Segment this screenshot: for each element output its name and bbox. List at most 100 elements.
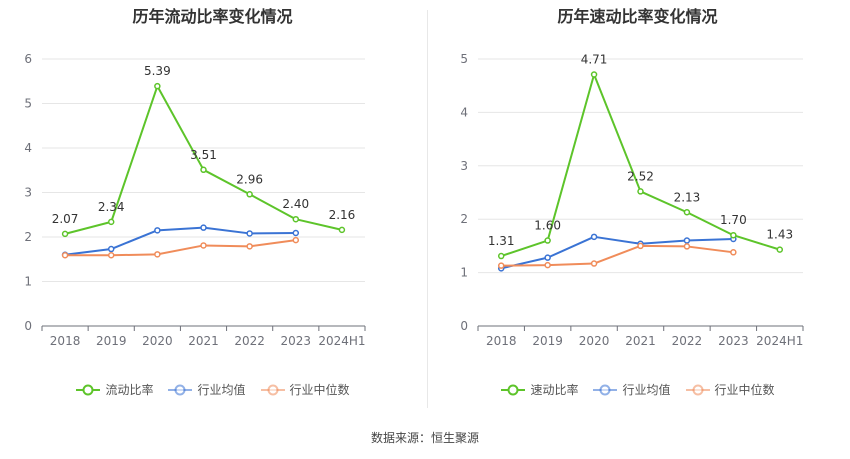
- legend-item[interactable]: 行业中位数: [685, 381, 775, 398]
- data-label: 2.34: [98, 200, 125, 214]
- line-chart: 0 1 2 3 4 5 6 2018 2019 2020 2021 2022 2023 2024H1 2.0…: [24, 52, 365, 348]
- y-tick-label: 3: [24, 186, 32, 200]
- x-tick-label: 2019: [96, 334, 127, 348]
- data-point[interactable]: [61, 230, 69, 238]
- y-tick-label: 6: [24, 52, 32, 66]
- data-point[interactable]: [107, 251, 115, 259]
- series-line-2: [65, 239, 296, 257]
- y-tick-label: 1: [24, 275, 32, 289]
- data-point[interactable]: [200, 166, 207, 174]
- legend-item[interactable]: 行业均值: [167, 381, 246, 398]
- data-label: 1.70: [720, 213, 747, 227]
- x-tick-label: 2023: [718, 334, 749, 348]
- data-point[interactable]: [154, 82, 161, 90]
- x-tick-label: 2019: [532, 334, 563, 348]
- y-tick-label: 1: [460, 266, 468, 280]
- data-point[interactable]: [637, 188, 644, 195]
- legend-label: 行业中位数: [714, 383, 775, 397]
- legend-label: 行业均值: [622, 383, 671, 397]
- data-label: 1.43: [766, 228, 793, 242]
- legend: 流动比率 行业均值 行业中位数: [0, 381, 425, 398]
- data-point[interactable]: [200, 224, 207, 231]
- y-tick-label: 2: [24, 230, 32, 244]
- data-point[interactable]: [246, 243, 253, 250]
- series-line-1: [500, 235, 734, 270]
- data-point[interactable]: [544, 254, 551, 261]
- data-point[interactable]: [61, 251, 69, 259]
- data-point[interactable]: [338, 226, 346, 234]
- legend-item[interactable]: 行业均值: [592, 381, 671, 398]
- legend-item[interactable]: 行业中位数: [260, 381, 350, 398]
- y-tick-label: 0: [24, 319, 32, 333]
- data-label: 5.39: [144, 64, 171, 78]
- data-label: 2.40: [282, 197, 309, 211]
- data-point[interactable]: [154, 251, 161, 258]
- legend-label: 行业均值: [197, 383, 246, 397]
- data-point[interactable]: [497, 252, 505, 260]
- series-line-2: [501, 244, 734, 267]
- data-point[interactable]: [497, 262, 505, 269]
- data-point[interactable]: [292, 236, 300, 244]
- data-point[interactable]: [107, 245, 115, 253]
- data-point[interactable]: [544, 261, 551, 269]
- data-point[interactable]: [683, 209, 691, 216]
- chart-panel-current-ratio: 历年流动比率变化情况 0 1 2 3 4 5 6 2018 2019 2020 2021 2022 20…: [0, 0, 425, 410]
- legend: 速动比率 行业均值 行业中位数: [425, 381, 850, 398]
- data-point[interactable]: [730, 231, 737, 239]
- data-point[interactable]: [590, 71, 598, 78]
- legend-item[interactable]: 速动比率: [500, 381, 578, 398]
- legend-line-icon: [685, 384, 710, 395]
- y-tick-label: 2: [460, 212, 468, 226]
- y-tick-label: 5: [24, 97, 32, 111]
- data-point[interactable]: [590, 233, 598, 241]
- legend-line-icon: [168, 384, 193, 395]
- data-point[interactable]: [683, 243, 691, 250]
- data-label: 1.60: [534, 219, 561, 233]
- y-tick-label: 3: [460, 159, 468, 173]
- chart-title: 历年速动比率变化情况: [557, 7, 718, 26]
- data-point[interactable]: [292, 215, 300, 223]
- chart-title: 历年流动比率变化情况: [132, 7, 293, 26]
- data-point[interactable]: [544, 237, 551, 244]
- data-point[interactable]: [637, 242, 644, 250]
- data-point[interactable]: [590, 260, 598, 267]
- x-tick-label: 2021: [188, 334, 219, 348]
- data-point[interactable]: [200, 242, 207, 249]
- legend-line-icon: [76, 384, 101, 395]
- legend-line-icon: [593, 384, 618, 395]
- y-tick-label: 5: [460, 52, 468, 66]
- data-label: 2.96: [236, 172, 263, 186]
- chart-panel-quick-ratio: 历年速动比率变化情况 0 1 2 3 4 5 2018 2019 2020 2021 2022 202…: [425, 0, 850, 410]
- data-label: 3.51: [190, 148, 217, 162]
- legend-label: 速动比率: [530, 383, 579, 397]
- data-point[interactable]: [154, 227, 161, 234]
- y-tick-label: 0: [460, 319, 468, 333]
- x-tick-label: 2023: [281, 334, 312, 348]
- x-tick-label: 2024H1: [756, 334, 803, 348]
- panel-divider: [427, 10, 428, 408]
- data-point[interactable]: [730, 249, 737, 256]
- x-tick-label: 2020: [579, 334, 610, 348]
- data-label: 2.13: [674, 190, 701, 204]
- data-label: 1.31: [488, 234, 515, 248]
- x-tick-label: 2022: [234, 334, 265, 348]
- data-label: 2.16: [329, 208, 356, 222]
- data-point[interactable]: [776, 246, 784, 253]
- data-label: 2.52: [627, 169, 654, 183]
- data-label: 4.71: [581, 52, 608, 66]
- y-tick-label: 4: [24, 141, 32, 155]
- series-line-1: [64, 226, 296, 256]
- x-tick-label: 2018: [486, 334, 517, 348]
- y-tick-label: 4: [460, 105, 468, 119]
- data-point[interactable]: [683, 237, 691, 244]
- data-point[interactable]: [292, 229, 300, 237]
- legend-label: 行业中位数: [289, 383, 350, 397]
- legend-line-icon: [260, 384, 285, 395]
- x-tick-label: 2020: [142, 334, 173, 348]
- data-point[interactable]: [107, 218, 115, 226]
- data-point[interactable]: [246, 230, 253, 237]
- x-tick-label: 2022: [672, 334, 703, 348]
- source-note: 数据来源：恒生聚源: [370, 431, 479, 445]
- data-point[interactable]: [246, 191, 253, 198]
- legend-item[interactable]: 流动比率: [75, 381, 153, 398]
